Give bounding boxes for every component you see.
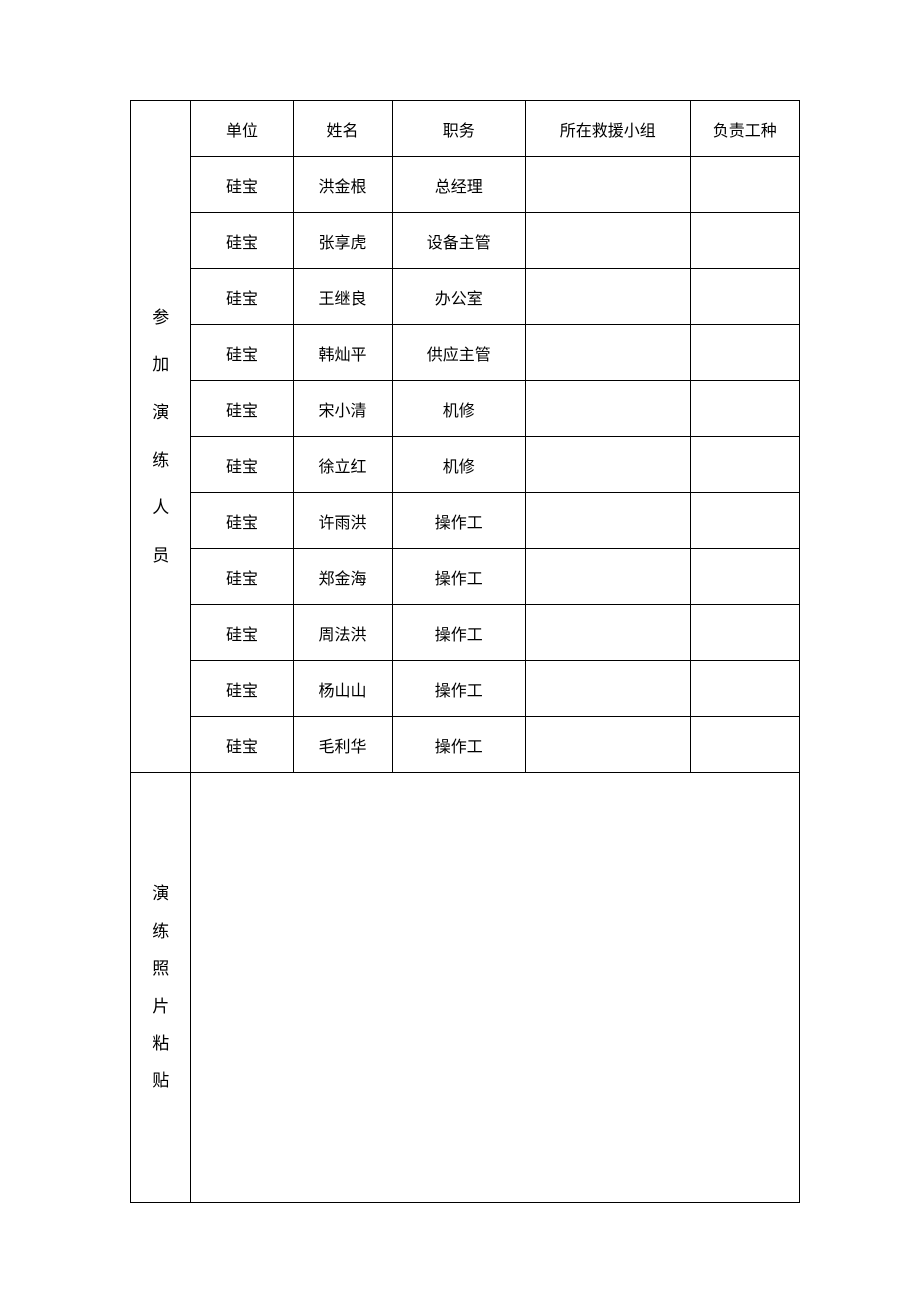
- cell-unit: 硅宝: [191, 717, 293, 773]
- cell-group: [525, 437, 690, 493]
- label-char: 照: [131, 950, 190, 987]
- label-char: 加: [131, 341, 190, 389]
- cell-name: 许雨洪: [293, 493, 392, 549]
- table-row: 硅宝 宋小清 机修: [131, 381, 800, 437]
- cell-position: 操作工: [392, 493, 525, 549]
- cell-position: 机修: [392, 381, 525, 437]
- cell-name: 张享虎: [293, 213, 392, 269]
- table-row: 硅宝 许雨洪 操作工: [131, 493, 800, 549]
- cell-position: 操作工: [392, 549, 525, 605]
- cell-name: 周法洪: [293, 605, 392, 661]
- cell-duty: [690, 661, 799, 717]
- photo-row: 演 练 照 片 粘 贴: [131, 773, 800, 1203]
- cell-group: [525, 157, 690, 213]
- cell-unit: 硅宝: [191, 213, 293, 269]
- header-duty: 负责工种: [690, 101, 799, 157]
- cell-unit: 硅宝: [191, 269, 293, 325]
- cell-position: 总经理: [392, 157, 525, 213]
- cell-duty: [690, 717, 799, 773]
- table-row: 硅宝 杨山山 操作工: [131, 661, 800, 717]
- table-row: 硅宝 张享虎 设备主管: [131, 213, 800, 269]
- table-row: 硅宝 毛利华 操作工: [131, 717, 800, 773]
- cell-group: [525, 717, 690, 773]
- cell-group: [525, 213, 690, 269]
- cell-group: [525, 269, 690, 325]
- cell-group: [525, 605, 690, 661]
- cell-duty: [690, 325, 799, 381]
- cell-group: [525, 325, 690, 381]
- label-char: 片: [131, 988, 190, 1025]
- cell-unit: 硅宝: [191, 437, 293, 493]
- cell-unit: 硅宝: [191, 661, 293, 717]
- header-group: 所在救援小组: [525, 101, 690, 157]
- label-char: 贴: [131, 1062, 190, 1099]
- label-char: 参: [131, 294, 190, 342]
- header-row: 参 加 演 练 人 员 单位 姓名 职务 所在救援小组 负责工种: [131, 101, 800, 157]
- cell-position: 机修: [392, 437, 525, 493]
- cell-group: [525, 661, 690, 717]
- label-char: 练: [131, 913, 190, 950]
- cell-unit: 硅宝: [191, 325, 293, 381]
- cell-group: [525, 381, 690, 437]
- header-unit: 单位: [191, 101, 293, 157]
- cell-duty: [690, 269, 799, 325]
- cell-position: 设备主管: [392, 213, 525, 269]
- cell-position: 供应主管: [392, 325, 525, 381]
- cell-unit: 硅宝: [191, 605, 293, 661]
- cell-group: [525, 549, 690, 605]
- cell-name: 韩灿平: [293, 325, 392, 381]
- cell-duty: [690, 605, 799, 661]
- table-row: 硅宝 王继良 办公室: [131, 269, 800, 325]
- label-char: 粘: [131, 1025, 190, 1062]
- cell-duty: [690, 549, 799, 605]
- cell-name: 杨山山: [293, 661, 392, 717]
- cell-duty: [690, 437, 799, 493]
- participants-label: 参 加 演 练 人 员: [131, 101, 191, 773]
- label-char: 员: [131, 532, 190, 580]
- cell-duty: [690, 381, 799, 437]
- header-position: 职务: [392, 101, 525, 157]
- cell-name: 宋小清: [293, 381, 392, 437]
- cell-position: 办公室: [392, 269, 525, 325]
- table-row: 硅宝 郑金海 操作工: [131, 549, 800, 605]
- cell-name: 徐立红: [293, 437, 392, 493]
- label-char: 演: [131, 389, 190, 437]
- cell-name: 洪金根: [293, 157, 392, 213]
- photo-paste-area: [191, 773, 800, 1203]
- label-char: 演: [131, 875, 190, 912]
- cell-name: 毛利华: [293, 717, 392, 773]
- cell-name: 王继良: [293, 269, 392, 325]
- cell-position: 操作工: [392, 605, 525, 661]
- cell-position: 操作工: [392, 661, 525, 717]
- personnel-table: 参 加 演 练 人 员 单位 姓名 职务 所在救援小组 负责工种 硅宝 洪金根 …: [130, 100, 800, 1203]
- cell-group: [525, 493, 690, 549]
- cell-duty: [690, 213, 799, 269]
- table-row: 硅宝 洪金根 总经理: [131, 157, 800, 213]
- cell-duty: [690, 493, 799, 549]
- cell-name: 郑金海: [293, 549, 392, 605]
- cell-unit: 硅宝: [191, 549, 293, 605]
- cell-duty: [690, 157, 799, 213]
- table-row: 硅宝 周法洪 操作工: [131, 605, 800, 661]
- label-char: 人: [131, 484, 190, 532]
- cell-unit: 硅宝: [191, 493, 293, 549]
- cell-unit: 硅宝: [191, 157, 293, 213]
- photos-label: 演 练 照 片 粘 贴: [131, 773, 191, 1203]
- label-char: 练: [131, 437, 190, 485]
- table-row: 硅宝 韩灿平 供应主管: [131, 325, 800, 381]
- cell-position: 操作工: [392, 717, 525, 773]
- table-row: 硅宝 徐立红 机修: [131, 437, 800, 493]
- cell-unit: 硅宝: [191, 381, 293, 437]
- header-name: 姓名: [293, 101, 392, 157]
